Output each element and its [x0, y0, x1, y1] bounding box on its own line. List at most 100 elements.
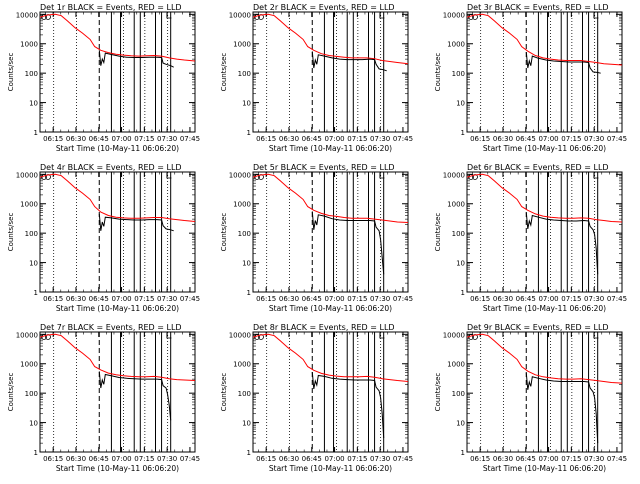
y-tick-label: 1	[247, 129, 251, 137]
y-tick-label: 10	[456, 420, 465, 428]
y-tick-label: 100	[452, 230, 465, 238]
x-tick-label: 06:45	[516, 455, 536, 463]
y-tick-label: 1000	[20, 41, 38, 49]
x-tick-label: 07:00	[538, 135, 558, 143]
chart-panel-1: 1 10 100 1000 10000 06:15 06:30 06:45 07:00 07:15…	[7, 3, 200, 153]
y-axis-label: Counts/sec	[434, 373, 442, 412]
y-tick-label: 100	[238, 390, 251, 398]
plot-frame	[39, 11, 196, 133]
y-tick-label: 1000	[447, 201, 465, 209]
x-tick-label: 07:00	[111, 295, 131, 303]
chart-title: Det 6r BLACK = Events, RED = LLD	[467, 163, 609, 172]
plot-frame	[466, 331, 623, 453]
y-axis-label: Counts/sec	[434, 213, 442, 252]
y-axis-label: Counts/sec	[7, 53, 15, 92]
y-tick-label: 10000	[229, 11, 251, 19]
series-events-line	[311, 211, 385, 275]
series-lld-line	[39, 13, 196, 62]
y-tick-label: 1	[461, 289, 465, 297]
x-axis-label: Start Time (10-May-11 06:06:20)	[269, 304, 392, 313]
x-tick-label: 07:15	[561, 295, 581, 303]
chart-panel-7: 1 10 100 1000 10000 06:15 06:30 06:45 07:00 07:15…	[7, 323, 200, 473]
y-tick-label: 10	[456, 260, 465, 268]
x-tick-label: 07:45	[607, 455, 627, 463]
series-lld-line	[252, 333, 409, 382]
chart-title: Det 1r BLACK = Events, RED = LLD	[40, 3, 182, 12]
chart-panel-8: 1 10 100 1000 10000 06:15 06:30 06:45 07:00 07:15…	[220, 323, 413, 473]
x-tick-label: 07:30	[157, 295, 177, 303]
attenuator-marker	[593, 333, 599, 339]
x-tick-label: 07:00	[324, 135, 344, 143]
x-tick-label: 07:45	[393, 295, 413, 303]
series-lld-line	[252, 13, 409, 65]
y-tick-label: 1	[247, 449, 251, 457]
y-tick-label: 10	[242, 420, 251, 428]
y-tick-label: 10000	[16, 331, 38, 339]
x-tick-label: 06:15	[470, 135, 490, 143]
series-events-line	[98, 213, 174, 232]
x-tick-label: 07:00	[324, 295, 344, 303]
x-tick-label: 07:15	[134, 135, 154, 143]
plot-frame	[252, 171, 409, 293]
x-tick-label: 07:00	[538, 295, 558, 303]
y-tick-label: 10	[242, 260, 251, 268]
y-tick-label: 1000	[20, 361, 38, 369]
x-tick-label: 07:30	[370, 135, 390, 143]
x-tick-label: 06:30	[493, 295, 513, 303]
chart-panel-2: 1 10 100 1000 10000 06:15 06:30 06:45 07:00 07:15…	[220, 3, 413, 153]
y-axis-label: Counts/sec	[220, 373, 228, 412]
x-axis-label: Start Time (10-May-11 06:06:20)	[269, 144, 392, 153]
chart-panel-9: 1 10 100 1000 10000 06:15 06:30 06:45 07:00 07:15…	[434, 323, 627, 473]
x-tick-label: 06:15	[256, 295, 276, 303]
y-tick-label: 10	[242, 100, 251, 108]
x-tick-label: 07:15	[347, 295, 367, 303]
y-tick-label: 100	[25, 70, 38, 78]
y-tick-label: 10	[29, 420, 38, 428]
series-lld-line	[252, 173, 409, 223]
chart-title: Det 4r BLACK = Events, RED = LLD	[40, 163, 182, 172]
series-lld-line	[39, 333, 196, 381]
x-tick-label: 06:15	[256, 135, 276, 143]
y-tick-label: 100	[25, 390, 38, 398]
x-tick-label: 06:45	[302, 135, 322, 143]
y-tick-label: 10000	[16, 11, 38, 19]
x-tick-label: 07:30	[584, 295, 604, 303]
y-tick-label: 100	[25, 230, 38, 238]
y-tick-label: 1	[34, 289, 38, 297]
x-tick-label: 07:30	[370, 455, 390, 463]
series-events-line	[525, 52, 601, 74]
x-tick-label: 07:45	[180, 455, 200, 463]
plot-frame	[252, 331, 409, 453]
x-tick-label: 07:45	[393, 455, 413, 463]
plot-frame	[466, 11, 623, 133]
x-tick-label: 06:30	[493, 135, 513, 143]
x-tick-label: 07:15	[347, 455, 367, 463]
y-axis-label: Counts/sec	[7, 373, 15, 412]
x-tick-label: 07:15	[347, 135, 367, 143]
x-tick-label: 06:30	[66, 135, 86, 143]
chart-title: Det 8r BLACK = Events, RED = LLD	[253, 323, 395, 332]
y-tick-label: 1	[461, 129, 465, 137]
y-tick-label: 10000	[229, 331, 251, 339]
plot-frame	[466, 171, 623, 293]
y-tick-label: 100	[238, 230, 251, 238]
attenuator-marker	[379, 333, 385, 339]
x-tick-label: 06:45	[302, 455, 322, 463]
series-lld-line	[466, 333, 623, 384]
y-tick-label: 10	[456, 100, 465, 108]
y-tick-label: 10000	[443, 331, 465, 339]
y-tick-label: 1000	[233, 361, 251, 369]
chart-title: Det 2r BLACK = Events, RED = LLD	[253, 3, 395, 12]
x-tick-label: 07:45	[607, 295, 627, 303]
x-tick-label: 07:00	[324, 455, 344, 463]
y-axis-label: Counts/sec	[434, 53, 442, 92]
x-tick-label: 07:30	[157, 455, 177, 463]
x-tick-label: 07:45	[393, 135, 413, 143]
x-tick-label: 07:15	[561, 455, 581, 463]
x-axis-label: Start Time (10-May-11 06:06:20)	[56, 144, 179, 153]
y-tick-label: 100	[452, 70, 465, 78]
attenuator-marker	[593, 173, 599, 179]
x-tick-label: 06:15	[470, 455, 490, 463]
series-events-line	[98, 371, 172, 421]
x-tick-label: 06:45	[89, 455, 109, 463]
